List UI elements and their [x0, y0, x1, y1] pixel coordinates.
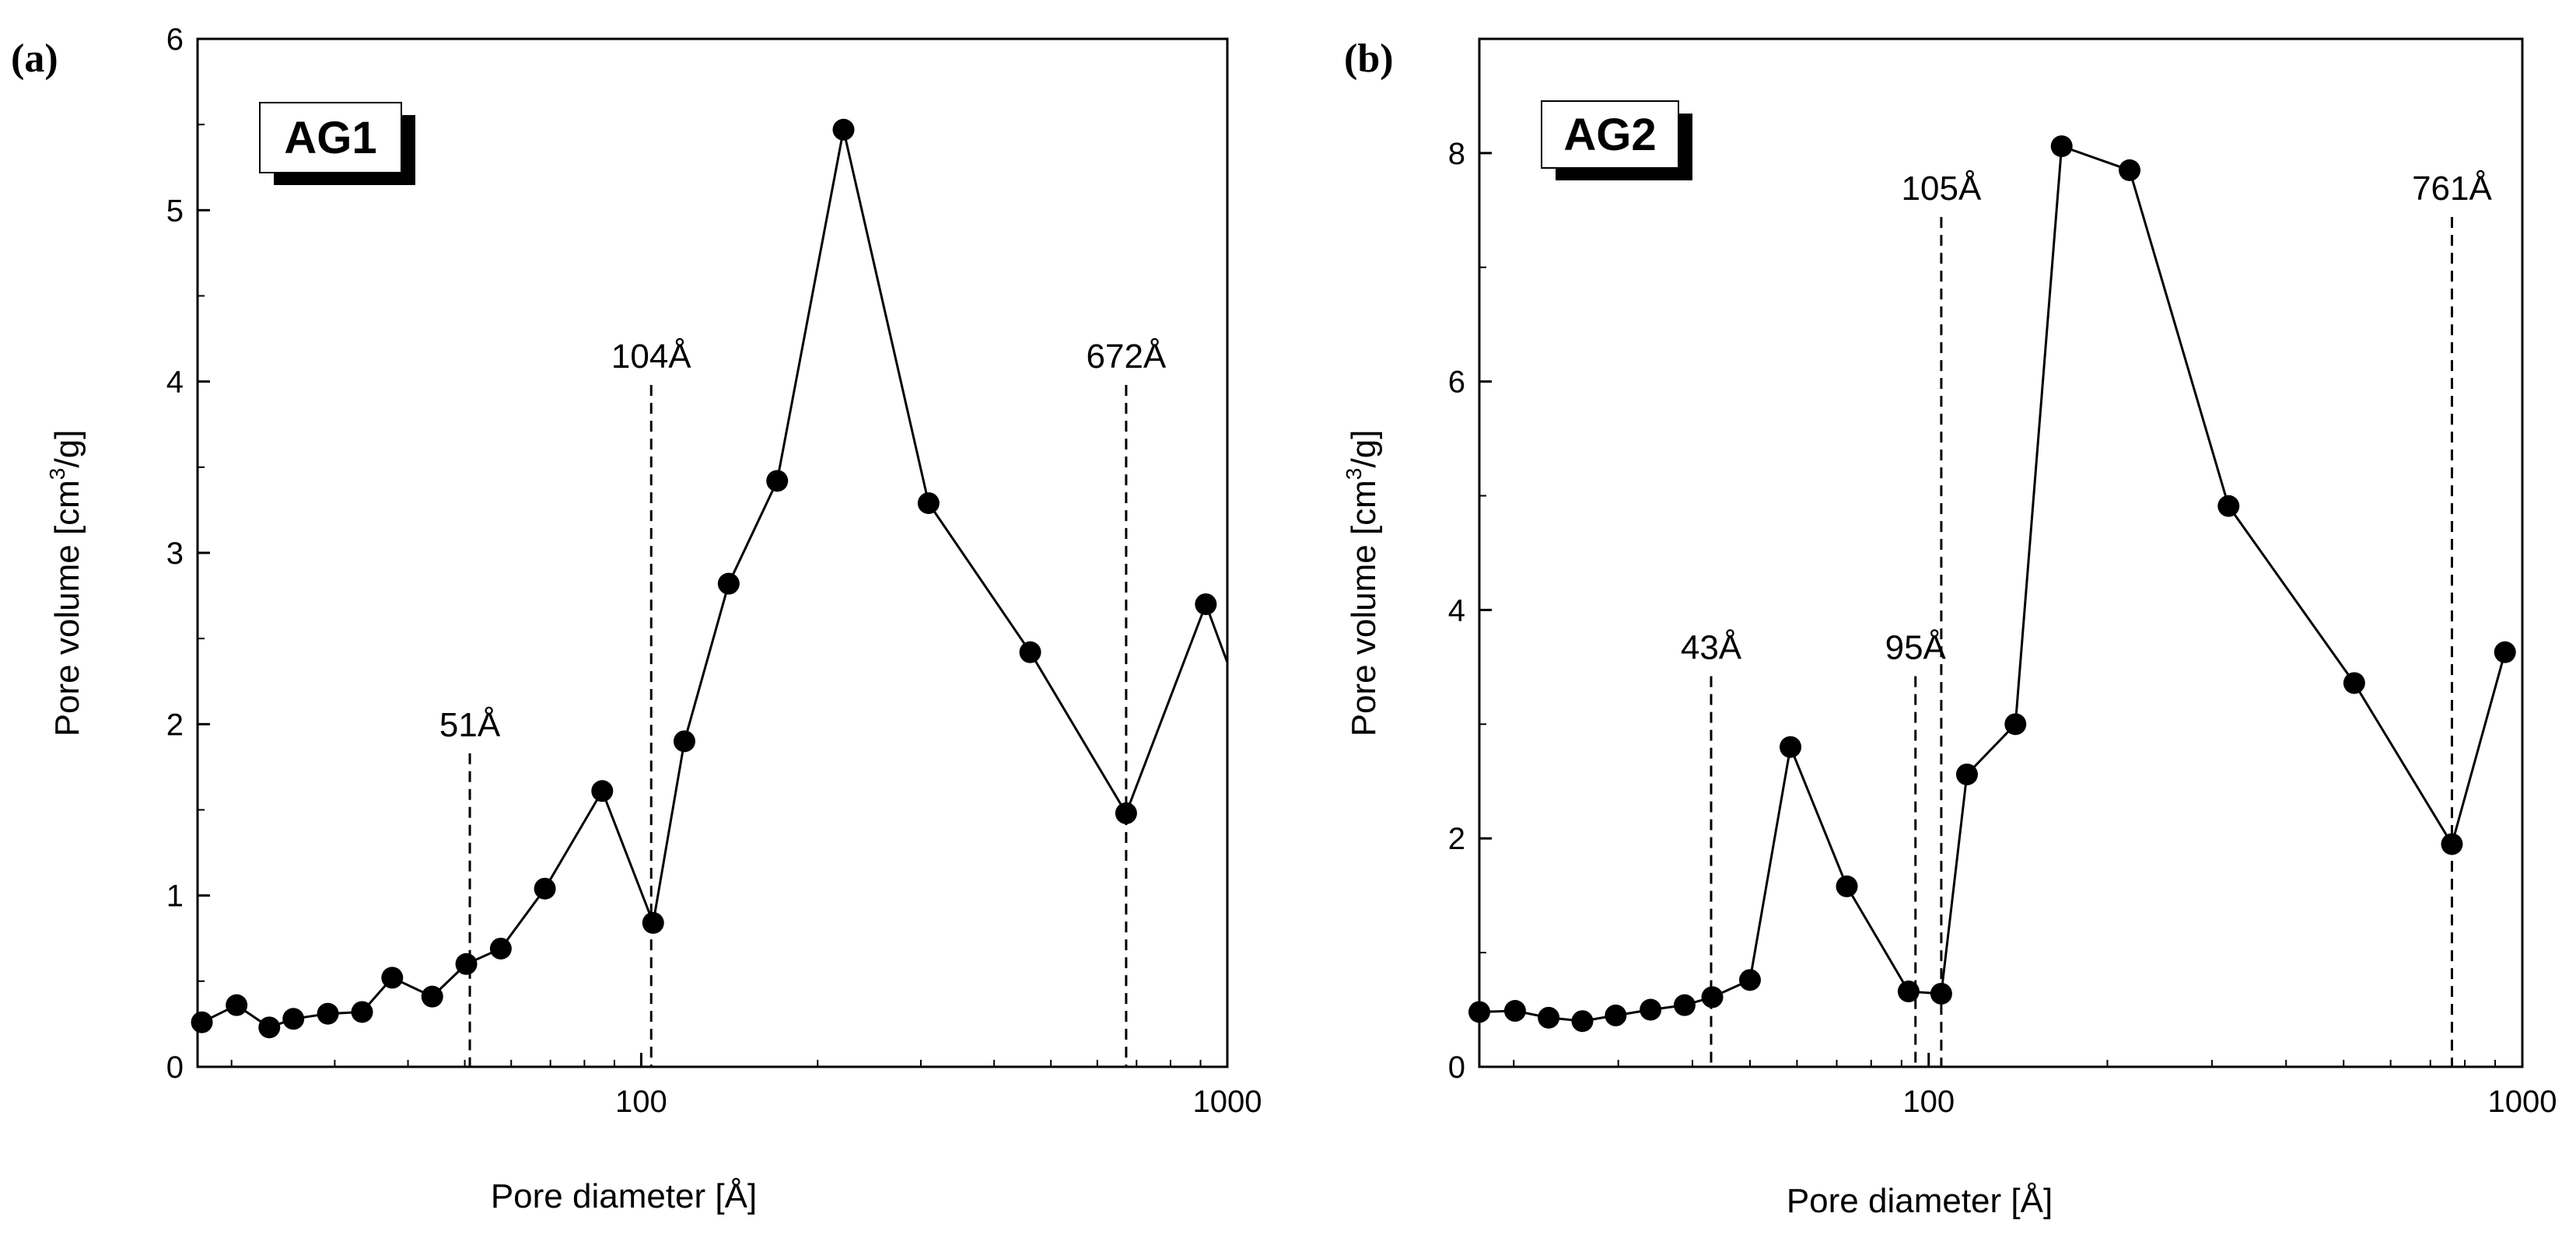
data-point — [1780, 736, 1802, 758]
data-point — [1738, 969, 1761, 991]
y-tick-label: 4 — [1448, 593, 1465, 627]
panel-b-plot-area: 0 2 4 6 8 100 1000 43Å 95Å 105Å 761Å — [1448, 37, 2557, 1119]
data-point — [282, 1008, 305, 1030]
data-point — [1503, 1000, 1526, 1023]
data-point — [2494, 641, 2516, 663]
y-tick-label: 6 — [1448, 365, 1465, 400]
panel-a-plot-area: 0 1 2 3 4 5 6 100 1000 51Å 104Å 672Å — [166, 23, 1262, 1119]
data-point — [917, 492, 940, 515]
data-point — [489, 937, 512, 960]
data-point — [2441, 833, 2463, 855]
data-point — [455, 953, 478, 975]
data-point — [2343, 672, 2365, 694]
y-tick-label: 2 — [1448, 822, 1465, 856]
data-point — [191, 1011, 213, 1033]
data-point — [1673, 994, 1696, 1016]
data-point — [717, 572, 740, 595]
data-point — [351, 1001, 373, 1023]
y-tick-label: 3 — [166, 537, 184, 571]
plot-frame — [196, 37, 1229, 1068]
y-tick-label: 5 — [166, 194, 184, 228]
annotation-label: 51Å — [439, 706, 501, 744]
series-line — [201, 129, 1229, 1029]
x-tick-label: 1000 — [2488, 1085, 2557, 1119]
data-point — [2119, 159, 2141, 181]
panel-b-chart: (b) AG2 0 2 4 6 8 100 1000 43Å 95Å 105Å 761Å Pore … — [1342, 37, 2557, 1220]
panel-b-x-axis-title: Pore diameter [Å] — [1787, 1182, 2053, 1220]
data-point — [2050, 135, 2073, 158]
y-tick-label: 0 — [166, 1050, 184, 1085]
panel-a-y-axis-title: Pore volume [cm3/g] — [45, 430, 86, 737]
annotation-label: 105Å — [1902, 170, 1982, 208]
panel-b-y-axis-title: Pore volume [cm3/g] — [1342, 430, 1383, 737]
ag1-tag-box — [259, 102, 402, 173]
data-point — [2004, 713, 2027, 736]
x-tick-label: 100 — [615, 1085, 667, 1119]
data-point — [1115, 802, 1137, 824]
data-point — [1897, 981, 1920, 1003]
ag1-tag-label: AG1 — [284, 113, 376, 163]
y-tick-label: 6 — [166, 23, 184, 57]
data-point — [421, 985, 443, 1008]
data-point — [832, 118, 855, 141]
data-point — [1955, 763, 1978, 785]
data-point — [1605, 1004, 1627, 1026]
y-tick-label: 2 — [166, 708, 184, 742]
y-tick-label: 1 — [166, 879, 184, 914]
y-tick-label: 8 — [1448, 137, 1465, 171]
data-point — [1468, 1001, 1490, 1023]
annotation-label: 761Å — [2412, 170, 2492, 208]
panel-a-x-axis-title: Pore diameter [Å] — [491, 1177, 757, 1215]
data-point — [766, 470, 789, 492]
panel-b-label: (b) — [1344, 37, 1394, 81]
x-tick-label: 1000 — [1193, 1085, 1262, 1119]
data-point — [1019, 641, 1041, 663]
panel-a-chart: (a) AG1 0 1 2 3 4 5 6 100 1000 51Å 104Å 672Å Pore d… — [11, 23, 1262, 1215]
data-point — [673, 730, 695, 753]
data-point — [1836, 875, 1858, 897]
data-point — [1701, 986, 1724, 1009]
data-point — [534, 877, 556, 900]
annotation-label: 104Å — [611, 337, 691, 376]
y-tick-label: 0 — [1448, 1050, 1465, 1085]
y-tick-label: 4 — [166, 365, 184, 400]
data-point — [381, 967, 404, 989]
data-point — [1195, 593, 1217, 616]
plot-frame — [1478, 37, 2524, 1068]
panel-a-label: (a) — [11, 37, 58, 81]
data-point — [1930, 982, 1952, 1005]
data-point — [317, 1002, 339, 1025]
data-point — [642, 911, 664, 934]
ag2-tag-box — [1541, 100, 1679, 169]
data-point — [591, 780, 614, 802]
annotation-label: 672Å — [1087, 337, 1167, 376]
x-tick-label: 100 — [1902, 1085, 1955, 1119]
data-point — [1571, 1010, 1594, 1033]
data-point — [1640, 998, 1662, 1021]
data-point — [2217, 495, 2240, 517]
annotation-label: 95Å — [1885, 629, 1947, 667]
data-point — [226, 994, 248, 1016]
data-point — [258, 1016, 281, 1039]
series-line — [1479, 145, 2507, 1023]
annotation-label: 43Å — [1681, 629, 1742, 667]
ag2-tag-label: AG2 — [1563, 110, 1656, 160]
data-point — [1538, 1006, 1560, 1029]
